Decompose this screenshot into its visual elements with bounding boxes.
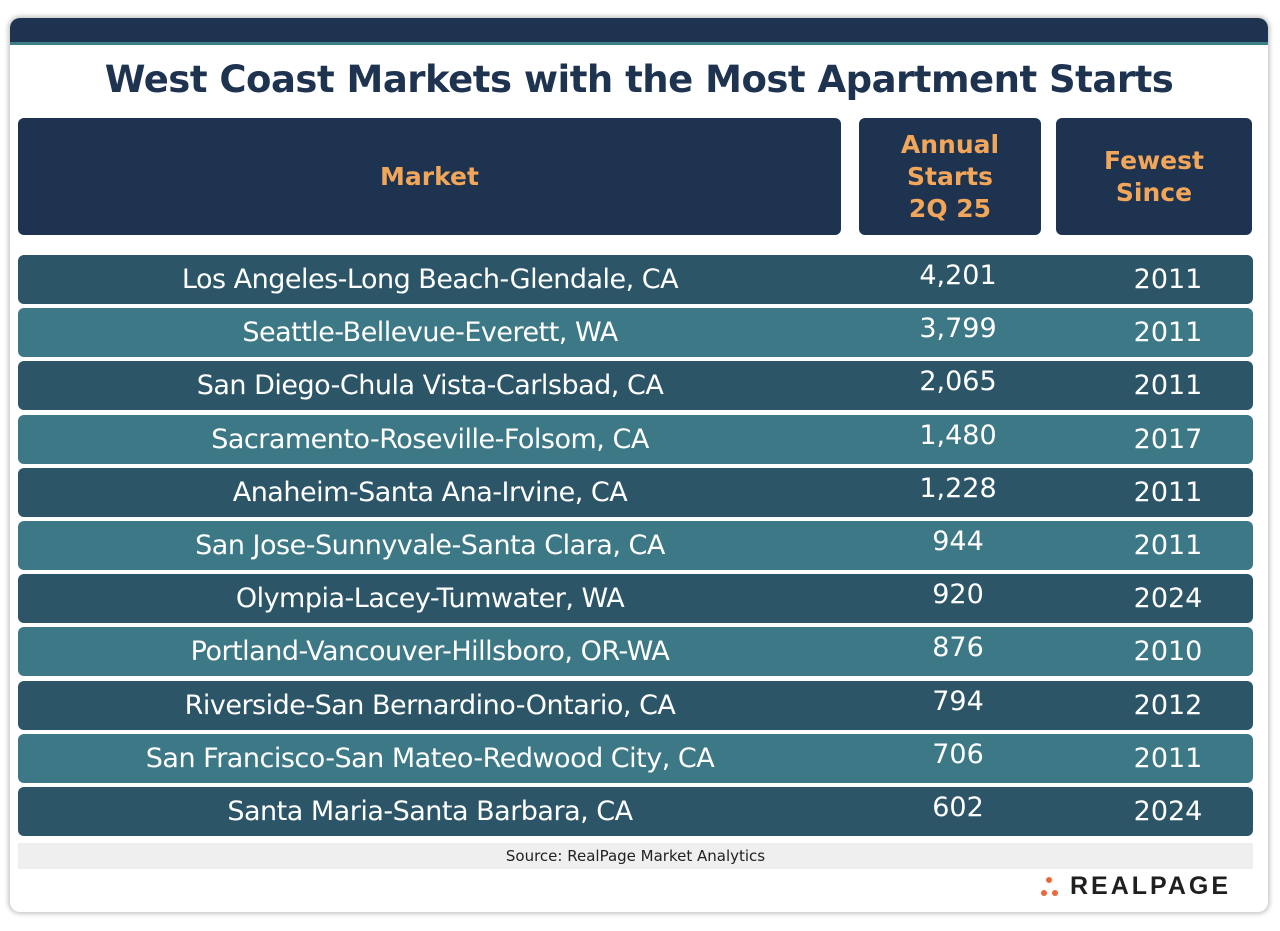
cell-market: San Diego-Chula Vista-Carlsbad, CA bbox=[196, 370, 664, 401]
cell-market: San Francisco-San Mateo-Redwood City, CA bbox=[145, 743, 715, 774]
logo-wordmark: REALPAGE bbox=[1070, 871, 1232, 900]
cell-annual-starts: 876 bbox=[932, 631, 984, 663]
cell-annual-starts: 944 bbox=[932, 525, 984, 557]
top-accent-bar bbox=[10, 18, 1268, 45]
realpage-logo: REALPAGE bbox=[1040, 871, 1231, 901]
cell-annual-starts: 920 bbox=[932, 578, 984, 610]
cell-fewest-since: 2011 bbox=[1133, 530, 1203, 561]
cell-market: Anaheim-Santa Ana-Irvine, CA bbox=[232, 477, 628, 508]
cell-fewest-since: 2011 bbox=[1133, 264, 1203, 295]
table-row: Los Angeles-Long Beach-Glendale, CA 4,201… bbox=[18, 255, 1253, 304]
cell-annual-starts: 706 bbox=[932, 738, 984, 770]
cell-market: Olympia-Lacey-Tumwater, WA bbox=[235, 583, 625, 614]
table-row: Santa Maria-Santa Barbara, CA 602 2024 bbox=[18, 787, 1253, 836]
cell-fewest-since: 2012 bbox=[1133, 690, 1203, 721]
table-card: West Coast Markets with the Most Apartme… bbox=[10, 18, 1268, 912]
cell-annual-starts: 2,065 bbox=[919, 365, 997, 397]
cell-market: Seattle-Bellevue-Everett, WA bbox=[242, 317, 618, 348]
table-row: Olympia-Lacey-Tumwater, WA 920 2024 bbox=[18, 574, 1253, 623]
cell-fewest-since: 2011 bbox=[1133, 743, 1203, 774]
table-row: Riverside-San Bernardino-Ontario, CA 794 2… bbox=[18, 681, 1253, 730]
cell-annual-starts: 3,799 bbox=[919, 312, 997, 344]
cell-fewest-since: 2024 bbox=[1133, 796, 1203, 827]
table-row: San Francisco-San Mateo-Redwood City, CA… bbox=[18, 734, 1253, 783]
cell-market: Sacramento-Roseville-Folsom, CA bbox=[211, 424, 649, 455]
cell-fewest-since: 2017 bbox=[1133, 424, 1203, 455]
cell-annual-starts: 4,201 bbox=[919, 259, 997, 291]
source-note: Source: RealPage Market Analytics bbox=[18, 843, 1253, 869]
table-row: Anaheim-Santa Ana-Irvine, CA 1,228 2011 bbox=[18, 468, 1253, 517]
cell-annual-starts: 1,480 bbox=[919, 419, 997, 451]
cell-market: Santa Maria-Santa Barbara, CA bbox=[227, 796, 633, 827]
chart-title: West Coast Markets with the Most Apartme… bbox=[104, 58, 1174, 101]
cell-fewest-since: 2011 bbox=[1133, 370, 1203, 401]
cell-fewest-since: 2010 bbox=[1133, 636, 1203, 667]
header-annual-starts: Annual Starts 2Q 25 bbox=[859, 118, 1041, 235]
cell-market: San Jose-Sunnyvale-Santa Clara, CA bbox=[195, 530, 665, 561]
header-market: Market bbox=[18, 118, 841, 235]
cell-fewest-since: 2024 bbox=[1133, 583, 1203, 614]
table-row: San Jose-Sunnyvale-Santa Clara, CA 944 201… bbox=[18, 521, 1253, 570]
cell-annual-starts: 1,228 bbox=[919, 472, 997, 504]
cell-fewest-since: 2011 bbox=[1133, 317, 1203, 348]
cell-fewest-since: 2011 bbox=[1133, 477, 1203, 508]
logo-dots-icon bbox=[1041, 877, 1058, 896]
table-row: Seattle-Bellevue-Everett, WA 3,799 2011 bbox=[18, 308, 1253, 357]
table-row: Portland-Vancouver-Hillsboro, OR-WA 876 20… bbox=[18, 627, 1253, 676]
cell-market: Portland-Vancouver-Hillsboro, OR-WA bbox=[190, 636, 670, 667]
table-row: Sacramento-Roseville-Folsom, CA 1,480 2017 bbox=[18, 415, 1253, 464]
cell-market: Los Angeles-Long Beach-Glendale, CA bbox=[181, 264, 679, 295]
cell-market: Riverside-San Bernardino-Ontario, CA bbox=[184, 690, 676, 721]
table-row: San Diego-Chula Vista-Carlsbad, CA 2,065 2… bbox=[18, 361, 1253, 410]
header-fewest-since: Fewest Since bbox=[1056, 118, 1252, 235]
cell-annual-starts: 794 bbox=[932, 685, 984, 717]
cell-annual-starts: 602 bbox=[932, 791, 984, 823]
